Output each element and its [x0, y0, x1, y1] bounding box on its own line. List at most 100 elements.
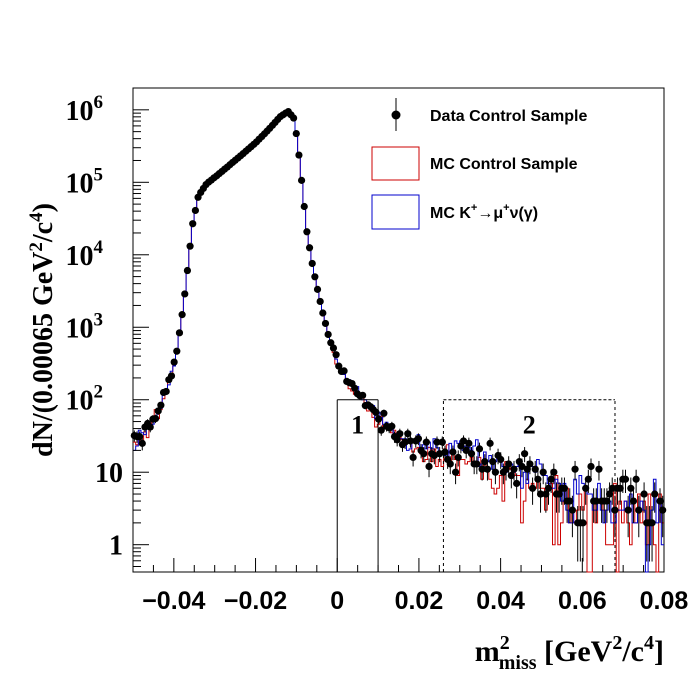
- data-marker: [295, 151, 303, 159]
- data-marker: [462, 446, 470, 454]
- data-point: [510, 460, 518, 481]
- x-tick-label: 0.08: [640, 587, 689, 615]
- data-point: [579, 506, 587, 562]
- data-point: [351, 384, 359, 392]
- data-marker: [154, 407, 162, 415]
- y-axis-title: dN/(0.00065 GeV2/c4): [26, 203, 59, 457]
- data-point: [632, 469, 640, 493]
- data-marker: [531, 465, 539, 473]
- data-marker: [587, 462, 595, 471]
- data-point: [659, 495, 667, 538]
- x-axis-title: m2 miss [GeV2/c4]: [475, 632, 664, 673]
- data-point: [467, 447, 476, 463]
- data-marker: [377, 426, 385, 434]
- data-point: [409, 450, 417, 467]
- data-point: [191, 206, 199, 215]
- data-marker: [481, 458, 489, 466]
- data-point: [340, 367, 348, 375]
- data-point: [486, 437, 494, 451]
- data-point: [359, 391, 367, 399]
- data-point: [568, 495, 577, 538]
- data-marker: [566, 497, 574, 505]
- data-point: [319, 309, 327, 317]
- data-point: [489, 454, 497, 472]
- data-marker: [605, 490, 614, 498]
- data-point: [329, 344, 338, 352]
- data-marker: [579, 519, 587, 527]
- data-point: [332, 351, 340, 359]
- legend-entry-mc-kmunu: MC K+→μ+ν(γ): [371, 194, 538, 230]
- data-point: [544, 477, 553, 505]
- data-marker: [290, 114, 298, 122]
- data-marker: [191, 206, 199, 215]
- data-point: [420, 447, 428, 463]
- data-point: [183, 266, 192, 275]
- data-marker: [340, 367, 348, 375]
- data-point: [290, 114, 298, 122]
- data-point: [624, 495, 632, 538]
- data-point: [297, 176, 306, 184]
- data-marker: [181, 290, 189, 298]
- data-marker: [467, 450, 476, 458]
- data-point: [295, 151, 303, 159]
- data-point: [454, 450, 462, 467]
- data-marker: [449, 448, 457, 456]
- data-marker: [489, 458, 497, 466]
- data-marker: [542, 490, 550, 498]
- data-point: [582, 477, 590, 505]
- data-point: [305, 244, 314, 252]
- data-marker: [571, 465, 579, 473]
- data-marker: [603, 497, 611, 505]
- data-marker: [297, 176, 306, 184]
- data-marker: [547, 475, 555, 483]
- data-marker: [308, 259, 316, 268]
- legend-label-data: Data Control Sample: [430, 108, 587, 125]
- data-point: [449, 445, 457, 461]
- data-marker: [305, 244, 314, 252]
- data-marker: [544, 484, 553, 492]
- data-marker: [321, 319, 330, 328]
- data-point: [518, 458, 526, 478]
- data-marker: [396, 430, 404, 438]
- data-point: [175, 329, 184, 337]
- data-marker: [473, 460, 481, 468]
- y-tick-label: 103: [66, 309, 104, 344]
- data-point: [528, 477, 537, 505]
- data-marker: [183, 266, 192, 275]
- data-point: [465, 437, 473, 451]
- data-marker: [497, 455, 505, 464]
- data-marker: [595, 465, 603, 473]
- data-marker: [550, 468, 558, 476]
- data-point: [425, 458, 433, 478]
- data-marker: [319, 309, 327, 317]
- data-marker: [303, 228, 311, 236]
- data-point: [571, 460, 579, 481]
- data-marker: [616, 484, 624, 492]
- data-point: [189, 220, 197, 228]
- data-point: [138, 437, 146, 451]
- data-marker: [422, 438, 430, 446]
- legend-label-mc-kmunu: MC K+→μ+ν(γ): [430, 202, 538, 222]
- data-marker: [157, 401, 165, 409]
- data-marker: [146, 423, 154, 431]
- data-point: [629, 488, 638, 523]
- data-marker: [173, 347, 181, 355]
- data-marker: [635, 506, 643, 514]
- data-marker: [640, 490, 648, 498]
- y-tick-label: 104: [66, 237, 104, 272]
- data-point: [170, 358, 178, 366]
- data-marker: [555, 490, 563, 498]
- data-marker: [454, 453, 462, 462]
- data-marker: [414, 435, 423, 443]
- data-point: [536, 482, 545, 513]
- data-point: [616, 477, 624, 505]
- data-point: [146, 422, 154, 433]
- data-point: [587, 458, 595, 478]
- data-marker: [629, 497, 638, 505]
- data-point: [178, 311, 186, 319]
- data-marker: [420, 450, 428, 458]
- data-point: [324, 330, 332, 339]
- data-marker: [136, 433, 144, 441]
- data-marker: [409, 453, 417, 462]
- data-marker: [534, 475, 542, 483]
